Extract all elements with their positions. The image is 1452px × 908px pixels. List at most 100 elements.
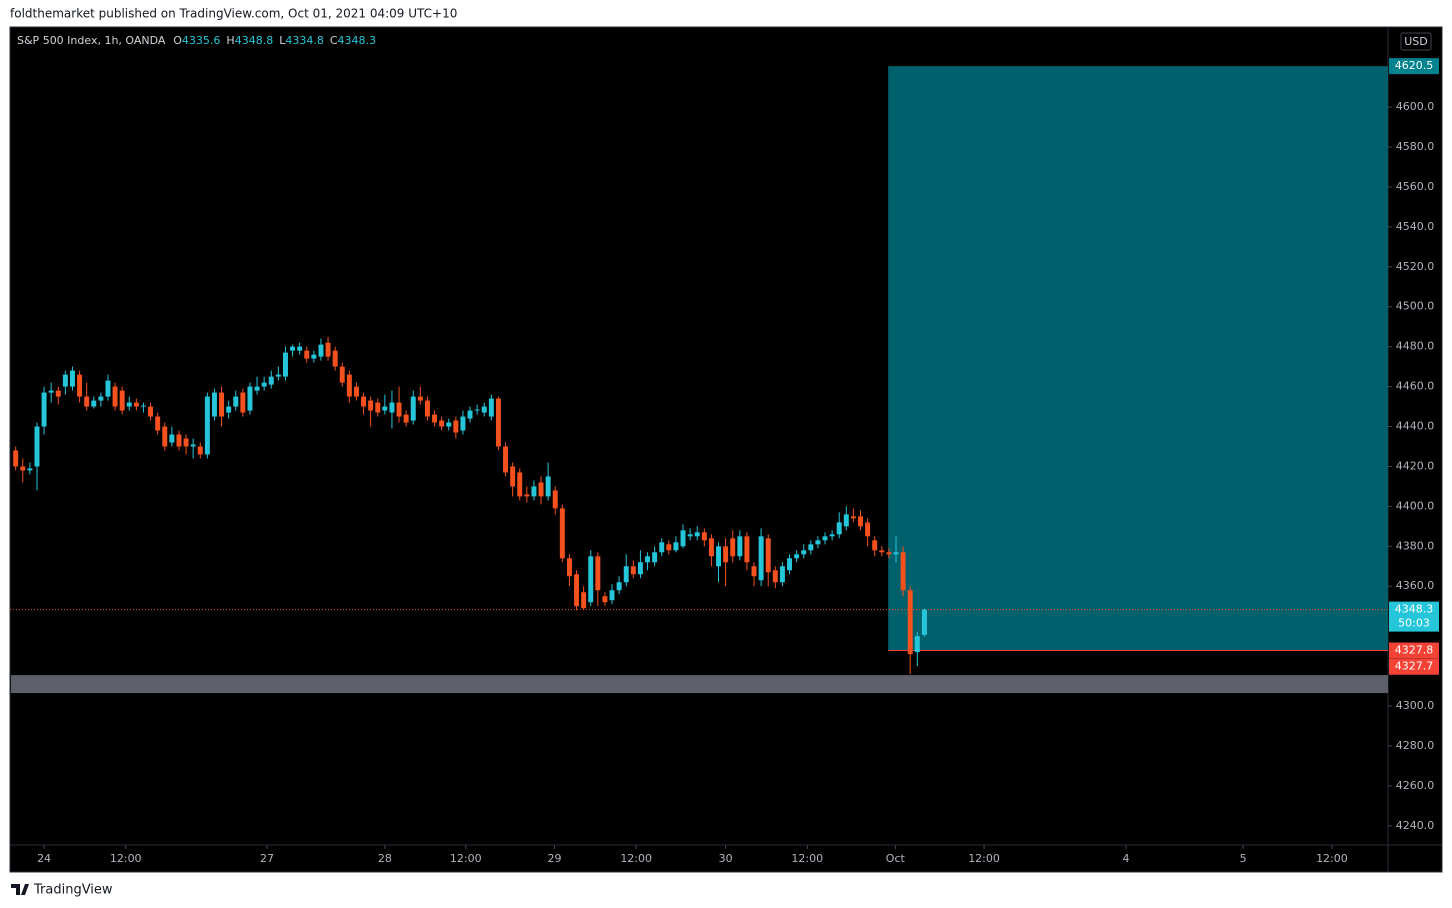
candle-body [290,346,296,351]
candle-body [680,530,686,547]
candle-body [403,414,409,423]
candle-body [510,466,516,487]
candle-body [865,522,871,537]
candle-body [346,374,352,397]
candle-body [275,374,281,377]
candle-body [765,538,771,573]
ohlc-label: H [226,34,234,47]
candle-body [602,596,608,603]
candle-body [446,422,452,427]
candle-body [481,406,487,413]
candle-body [69,370,75,387]
candle-body [368,400,374,411]
candle-body [382,406,388,411]
candle-body [361,396,367,407]
x-tick-label: 28 [378,852,392,865]
axes: 4240.04260.04280.04300.04320.04340.04360… [37,58,1439,865]
ohlc-label: O [173,34,182,47]
candle-body [488,398,494,417]
candle-body [432,414,438,423]
y-tick-label: 4460.0 [1396,380,1435,393]
candle-body [339,366,345,383]
candle-body [595,556,601,591]
candle-body [652,552,658,563]
candle-body [829,534,835,537]
candle-body [524,494,530,497]
candle-body [836,522,842,535]
y-tick-label: 4260.0 [1396,779,1435,792]
y-tick-label: 4380.0 [1396,539,1435,552]
logo-mark [11,884,29,895]
candle-body [872,540,878,551]
candle-body [517,472,523,497]
candle-body [701,532,707,541]
y-tick-label: 4560.0 [1396,180,1435,193]
candle-body [98,396,104,401]
candle-body [858,516,863,527]
y-tick-label: 4520.0 [1396,260,1435,273]
candle-body [914,636,920,653]
candle-body [77,374,83,397]
candle-body [531,486,537,497]
candle-body [772,570,778,583]
candle-body [155,416,161,431]
candle-body [723,546,729,563]
candle-body [140,405,146,407]
candle-body [268,376,274,385]
candle-body [176,434,182,447]
y-tick-label: 4440.0 [1396,420,1435,433]
candle-body [247,386,253,411]
candle-body [779,566,785,583]
target-price-label: 4620.5 [1395,59,1434,72]
candle-body [204,396,210,455]
candle-body [893,552,899,555]
candle-body [439,420,445,427]
candle-body [453,420,459,433]
candle-body [673,542,679,551]
candle-body [325,342,331,357]
last-price-label-bg [1389,601,1439,632]
x-tick-label: 24 [37,852,51,865]
candle-body [921,609,927,635]
candle-body [233,396,239,407]
candle-body [197,446,203,455]
candle-body [886,552,892,555]
candle-body [133,402,139,407]
publish-header: foldthemarket published on TradingView.c… [10,7,457,21]
candle-body [623,566,629,583]
candle-body [27,468,33,471]
candle-body [105,380,111,397]
last-price-label: 4348.3 [1395,603,1434,616]
candle-body [545,476,551,497]
candle-body [581,592,587,609]
candle-body [55,390,61,397]
x-tick-label: Oct [886,852,906,865]
support-zone [11,675,1388,694]
candle-body [588,556,594,603]
x-tick-label: 12:00 [620,852,652,865]
candle-body [552,490,558,509]
plot-area [10,66,1388,694]
candle-body [375,402,381,413]
candle-body [34,426,40,467]
candle-body [417,396,423,401]
y-tick-label: 4420.0 [1396,459,1435,472]
y-tick-label: 4540.0 [1396,220,1435,233]
candle-body [162,426,168,447]
candle-body [566,558,572,577]
y-tick-label: 4500.0 [1396,300,1435,313]
level-price-label: 4327.7 [1395,660,1434,673]
candle-body [716,546,722,567]
candle-body [744,536,750,563]
level-price-label-bg [1389,658,1439,675]
candle-body [687,534,693,537]
x-tick-label: 29 [548,852,562,865]
candle-body [730,538,736,557]
candle-body [787,558,793,571]
y-tick-label: 4600.0 [1396,100,1435,113]
candle-body [900,552,906,591]
candle-body [304,350,310,359]
candle-body [261,382,267,387]
candle-body [410,396,416,421]
